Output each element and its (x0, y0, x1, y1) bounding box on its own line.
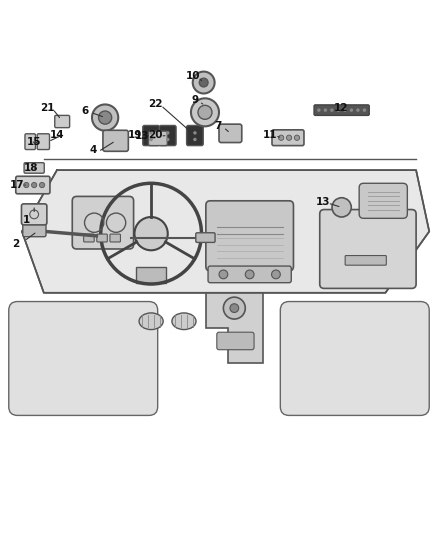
Circle shape (198, 106, 212, 119)
Circle shape (343, 108, 346, 112)
Circle shape (134, 217, 168, 251)
Polygon shape (136, 266, 166, 283)
Circle shape (363, 108, 366, 112)
Circle shape (149, 138, 153, 141)
FancyBboxPatch shape (16, 176, 50, 194)
FancyBboxPatch shape (37, 134, 49, 150)
Circle shape (230, 304, 239, 312)
Text: 11: 11 (262, 130, 277, 140)
Text: 2: 2 (12, 239, 19, 249)
Circle shape (330, 108, 334, 112)
Circle shape (92, 104, 118, 131)
Circle shape (332, 198, 351, 217)
Circle shape (166, 131, 170, 135)
Circle shape (219, 270, 228, 279)
FancyBboxPatch shape (196, 233, 215, 243)
Text: 14: 14 (49, 130, 64, 140)
Circle shape (193, 71, 215, 93)
Text: 10: 10 (185, 71, 200, 81)
FancyBboxPatch shape (9, 302, 158, 415)
FancyBboxPatch shape (345, 255, 386, 265)
Text: 13: 13 (135, 132, 150, 141)
Circle shape (294, 135, 300, 140)
Circle shape (39, 182, 45, 188)
Circle shape (193, 138, 197, 141)
Circle shape (356, 108, 360, 112)
Text: 9: 9 (191, 95, 198, 105)
Circle shape (99, 111, 112, 124)
Text: 15: 15 (27, 137, 42, 147)
Text: 17: 17 (9, 181, 24, 190)
Text: 18: 18 (23, 163, 38, 173)
Circle shape (24, 182, 29, 188)
FancyBboxPatch shape (103, 130, 128, 151)
Circle shape (324, 108, 327, 112)
Circle shape (199, 78, 208, 87)
Circle shape (317, 108, 321, 112)
Circle shape (32, 182, 37, 188)
FancyBboxPatch shape (72, 197, 134, 249)
FancyBboxPatch shape (24, 163, 44, 173)
Circle shape (337, 108, 340, 112)
Circle shape (286, 135, 292, 140)
Circle shape (193, 131, 197, 135)
Text: 13: 13 (315, 197, 330, 207)
FancyBboxPatch shape (25, 134, 35, 150)
Polygon shape (206, 293, 263, 363)
Circle shape (245, 270, 254, 279)
FancyBboxPatch shape (280, 302, 429, 415)
FancyBboxPatch shape (97, 234, 107, 242)
FancyBboxPatch shape (217, 332, 254, 350)
Circle shape (350, 108, 353, 112)
Ellipse shape (139, 313, 163, 329)
FancyBboxPatch shape (55, 115, 70, 128)
FancyBboxPatch shape (187, 125, 203, 146)
Text: 4: 4 (89, 146, 96, 156)
Text: 20: 20 (148, 130, 162, 140)
FancyBboxPatch shape (320, 209, 416, 288)
Text: 12: 12 (333, 103, 348, 113)
Text: 19: 19 (128, 130, 142, 140)
FancyBboxPatch shape (314, 105, 369, 115)
FancyBboxPatch shape (148, 131, 167, 146)
FancyBboxPatch shape (84, 234, 94, 242)
Text: 7: 7 (214, 122, 221, 131)
Ellipse shape (172, 313, 196, 329)
Circle shape (223, 297, 245, 319)
FancyBboxPatch shape (21, 204, 47, 225)
FancyBboxPatch shape (159, 125, 176, 146)
Circle shape (166, 138, 170, 141)
Circle shape (272, 270, 280, 279)
FancyBboxPatch shape (143, 125, 159, 146)
Text: 1: 1 (23, 215, 30, 224)
Text: 22: 22 (148, 100, 163, 109)
FancyBboxPatch shape (23, 223, 46, 237)
Text: 6: 6 (82, 106, 89, 116)
FancyBboxPatch shape (206, 201, 293, 271)
FancyBboxPatch shape (359, 183, 407, 219)
Text: 21: 21 (40, 103, 55, 113)
Circle shape (191, 98, 219, 126)
FancyBboxPatch shape (208, 266, 291, 282)
FancyBboxPatch shape (272, 130, 304, 146)
Polygon shape (22, 170, 429, 293)
Circle shape (279, 135, 284, 140)
FancyBboxPatch shape (219, 124, 242, 142)
Circle shape (149, 131, 153, 135)
FancyBboxPatch shape (110, 234, 120, 242)
